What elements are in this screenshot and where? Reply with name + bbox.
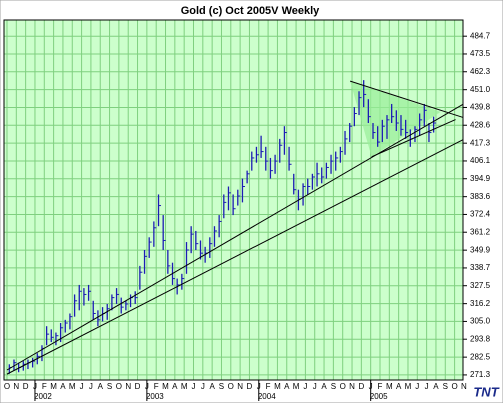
x-tick-label: A bbox=[396, 382, 402, 391]
y-tick-label: 349.9 bbox=[470, 245, 491, 254]
x-tick-label: S bbox=[107, 382, 112, 391]
x-tick-label: M bbox=[405, 382, 412, 391]
x-tick-label: D bbox=[358, 382, 364, 391]
x-tick-label: M bbox=[274, 382, 281, 391]
x-tick-label: A bbox=[60, 382, 66, 391]
y-tick-label: 282.5 bbox=[470, 352, 491, 361]
y-tick-label: 361.2 bbox=[470, 227, 491, 236]
x-tick-label: S bbox=[219, 382, 224, 391]
x-tick-label: J bbox=[313, 382, 317, 391]
x-tick-label: O bbox=[340, 382, 346, 391]
x-tick-label: O bbox=[451, 382, 457, 391]
x-tick-label: M bbox=[69, 382, 76, 391]
x-tick-label: A bbox=[209, 382, 215, 391]
trendline bbox=[6, 139, 464, 375]
x-tick-label: S bbox=[443, 382, 448, 391]
x-tick-label: M bbox=[293, 382, 300, 391]
logo: TNT bbox=[473, 384, 499, 399]
x-tick-label: A bbox=[98, 382, 104, 391]
x-tick-label: O bbox=[4, 382, 10, 391]
x-tick-label: F bbox=[154, 382, 159, 391]
x-tick-label: O bbox=[116, 382, 122, 391]
y-tick-label: 428.6 bbox=[470, 120, 491, 129]
x-tick-label: F bbox=[266, 382, 271, 391]
x-tick-label: J bbox=[201, 382, 205, 391]
y-tick-label: 462.3 bbox=[470, 67, 491, 76]
x-tick-label: J bbox=[191, 382, 195, 391]
x-tick-label: N bbox=[237, 382, 243, 391]
x-tick-label: J bbox=[303, 382, 307, 391]
x-tick-label: J bbox=[89, 382, 93, 391]
y-tick-label: 316.2 bbox=[470, 299, 491, 308]
x-tick-label: O bbox=[228, 382, 234, 391]
y-tick-label: 484.7 bbox=[470, 31, 491, 40]
x-tick-label: N bbox=[349, 382, 355, 391]
y-tick-label: 293.8 bbox=[470, 334, 491, 343]
y-tick-label: 394.9 bbox=[470, 174, 491, 183]
x-tick-label: M bbox=[181, 382, 188, 391]
y-tick-label: 417.3 bbox=[470, 138, 491, 147]
y-tick-label: 451.0 bbox=[470, 85, 491, 94]
year-label: 2005 bbox=[370, 392, 388, 401]
y-tick-label: 338.7 bbox=[470, 263, 491, 272]
x-tick-label: F bbox=[378, 382, 383, 391]
x-tick-label: D bbox=[23, 382, 29, 391]
y-tick-label: 383.6 bbox=[470, 192, 491, 201]
year-label: 2002 bbox=[34, 392, 52, 401]
y-tick-label: 327.5 bbox=[470, 281, 491, 290]
year-label: 2004 bbox=[258, 392, 276, 401]
x-tick-label: M bbox=[50, 382, 57, 391]
y-tick-label: 473.5 bbox=[470, 49, 491, 58]
trendline bbox=[6, 103, 464, 371]
y-tick-label: 305.0 bbox=[470, 317, 491, 326]
plot-border bbox=[3, 19, 464, 381]
x-tick-label: N bbox=[125, 382, 131, 391]
x-tick-label: J bbox=[80, 382, 84, 391]
x-tick-label: S bbox=[331, 382, 336, 391]
x-tick-label: J bbox=[425, 382, 429, 391]
x-tick-label: D bbox=[135, 382, 141, 391]
year-label: 2003 bbox=[146, 392, 164, 401]
x-tick-label: F bbox=[42, 382, 47, 391]
x-tick-label: N bbox=[13, 382, 19, 391]
trendline bbox=[350, 80, 464, 118]
x-tick-label: N bbox=[461, 382, 467, 391]
y-tick-label: 439.8 bbox=[470, 103, 491, 112]
chart-title: Gold (c) Oct 2005V Weekly bbox=[181, 5, 320, 17]
trendline bbox=[371, 119, 456, 158]
x-tick-label: A bbox=[172, 382, 178, 391]
y-tick-label: 271.3 bbox=[470, 370, 491, 379]
x-tick-label: A bbox=[433, 382, 439, 391]
x-tick-label: M bbox=[162, 382, 169, 391]
x-tick-label: A bbox=[321, 382, 327, 391]
x-tick-label: J bbox=[415, 382, 419, 391]
y-tick-label: 406.1 bbox=[470, 156, 491, 165]
x-tick-label: A bbox=[284, 382, 290, 391]
x-tick-label: D bbox=[247, 382, 253, 391]
x-tick-label: M bbox=[386, 382, 393, 391]
y-tick-label: 372.4 bbox=[470, 210, 491, 219]
